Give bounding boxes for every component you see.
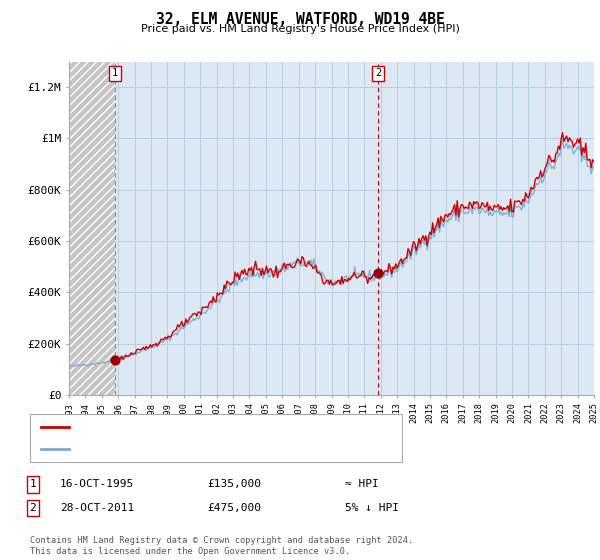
Text: HPI: Average price, detached house, Watford: HPI: Average price, detached house, Watf… (75, 444, 333, 454)
Text: 5% ↓ HPI: 5% ↓ HPI (345, 503, 399, 513)
Text: 2: 2 (375, 68, 381, 78)
Text: 1: 1 (112, 68, 118, 78)
Text: 1: 1 (29, 479, 37, 489)
Text: 2: 2 (29, 503, 37, 513)
Text: ≈ HPI: ≈ HPI (345, 479, 379, 489)
Text: Price paid vs. HM Land Registry's House Price Index (HPI): Price paid vs. HM Land Registry's House … (140, 24, 460, 34)
Text: £135,000: £135,000 (207, 479, 261, 489)
Text: 28-OCT-2011: 28-OCT-2011 (60, 503, 134, 513)
Text: 32, ELM AVENUE, WATFORD, WD19 4BE: 32, ELM AVENUE, WATFORD, WD19 4BE (155, 12, 445, 27)
Text: £475,000: £475,000 (207, 503, 261, 513)
Point (373, 269, 383, 278)
Bar (69, 62, 115, 395)
Text: 32, ELM AVENUE, WATFORD, WD19 4BE (detached house): 32, ELM AVENUE, WATFORD, WD19 4BE (detac… (75, 422, 375, 432)
Text: Contains HM Land Registry data © Crown copyright and database right 2024.
This d: Contains HM Land Registry data © Crown c… (30, 536, 413, 556)
Point (110, 356, 119, 365)
Text: 16-OCT-1995: 16-OCT-1995 (60, 479, 134, 489)
